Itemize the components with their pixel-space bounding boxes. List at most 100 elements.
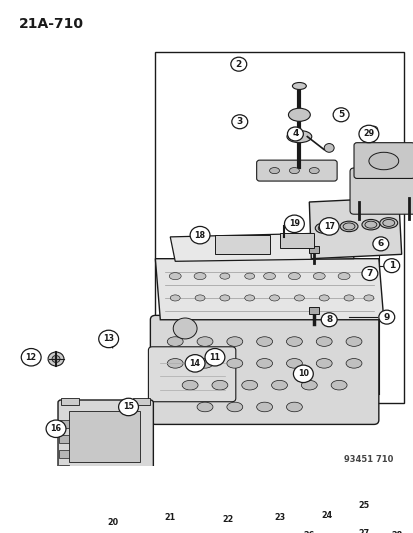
Text: 6: 6 [377,239,383,248]
Text: 12: 12 [26,353,37,362]
Text: 9: 9 [383,313,389,321]
Text: 7: 7 [366,269,372,278]
Ellipse shape [382,220,394,227]
Ellipse shape [177,522,186,527]
Ellipse shape [244,273,254,279]
Bar [69,411,140,462]
Bar [279,232,313,248]
FancyBboxPatch shape [256,160,336,181]
Ellipse shape [364,221,376,228]
Ellipse shape [286,359,301,368]
Ellipse shape [318,295,328,301]
Text: 5: 5 [337,110,343,119]
FancyBboxPatch shape [349,168,413,214]
Bar [59,450,69,457]
Text: 27: 27 [358,529,369,533]
Ellipse shape [313,273,325,280]
Ellipse shape [301,381,316,390]
Circle shape [378,310,394,324]
Ellipse shape [219,273,229,279]
Ellipse shape [288,108,310,122]
Ellipse shape [286,402,301,412]
Text: 19: 19 [288,219,299,228]
Bar [59,465,69,472]
Ellipse shape [291,516,306,526]
Bar [132,398,150,405]
Circle shape [299,527,318,533]
FancyBboxPatch shape [157,513,381,533]
Ellipse shape [256,402,272,412]
Polygon shape [170,232,353,261]
Polygon shape [155,259,383,320]
Circle shape [185,354,204,372]
Circle shape [316,507,336,524]
Ellipse shape [226,359,242,368]
Text: 17: 17 [323,222,334,231]
Ellipse shape [239,520,249,527]
Ellipse shape [256,359,272,368]
Circle shape [190,227,209,244]
Circle shape [48,352,64,366]
Text: 2: 2 [235,60,241,69]
Text: 10: 10 [297,369,308,378]
Polygon shape [309,198,401,259]
Circle shape [332,108,348,122]
Bar [309,306,318,313]
Ellipse shape [167,359,183,368]
Ellipse shape [345,337,361,346]
Circle shape [231,115,247,129]
Text: 11: 11 [209,353,220,362]
Circle shape [293,365,313,383]
Ellipse shape [175,520,189,529]
Circle shape [230,57,246,71]
Ellipse shape [226,402,242,412]
Bar [61,398,78,405]
Text: 21A-710: 21A-710 [19,17,84,31]
Text: 29: 29 [363,130,374,139]
Ellipse shape [236,518,252,528]
FancyBboxPatch shape [148,347,235,402]
Ellipse shape [256,337,272,346]
Circle shape [320,313,336,327]
Ellipse shape [197,402,212,412]
Circle shape [173,318,197,339]
Ellipse shape [211,381,227,390]
Circle shape [21,349,41,366]
Circle shape [160,509,180,527]
Circle shape [318,217,338,235]
Bar [59,420,69,428]
Ellipse shape [363,273,373,279]
Circle shape [204,349,224,366]
Circle shape [386,527,406,533]
Circle shape [369,126,377,133]
Circle shape [323,143,333,152]
Circle shape [269,509,289,527]
Circle shape [353,524,373,533]
Circle shape [118,398,138,416]
Ellipse shape [315,223,332,233]
Ellipse shape [316,359,331,368]
Ellipse shape [289,167,299,174]
Ellipse shape [339,221,357,232]
Text: 22: 22 [222,515,233,524]
Ellipse shape [244,295,254,301]
Circle shape [353,497,373,514]
Ellipse shape [311,515,326,525]
Ellipse shape [318,225,330,232]
Ellipse shape [263,519,275,527]
Ellipse shape [219,295,229,301]
Circle shape [102,514,122,532]
Text: 25: 25 [358,501,369,510]
Text: 23: 23 [273,513,285,522]
Bar [59,435,69,443]
Circle shape [383,259,399,273]
Text: 16: 16 [50,424,62,433]
Text: 14: 14 [189,359,200,368]
Ellipse shape [361,220,379,230]
Ellipse shape [197,337,212,346]
Ellipse shape [330,381,346,390]
Text: 24: 24 [321,512,332,521]
Text: 8: 8 [325,315,332,324]
Ellipse shape [241,381,257,390]
Circle shape [284,215,304,232]
